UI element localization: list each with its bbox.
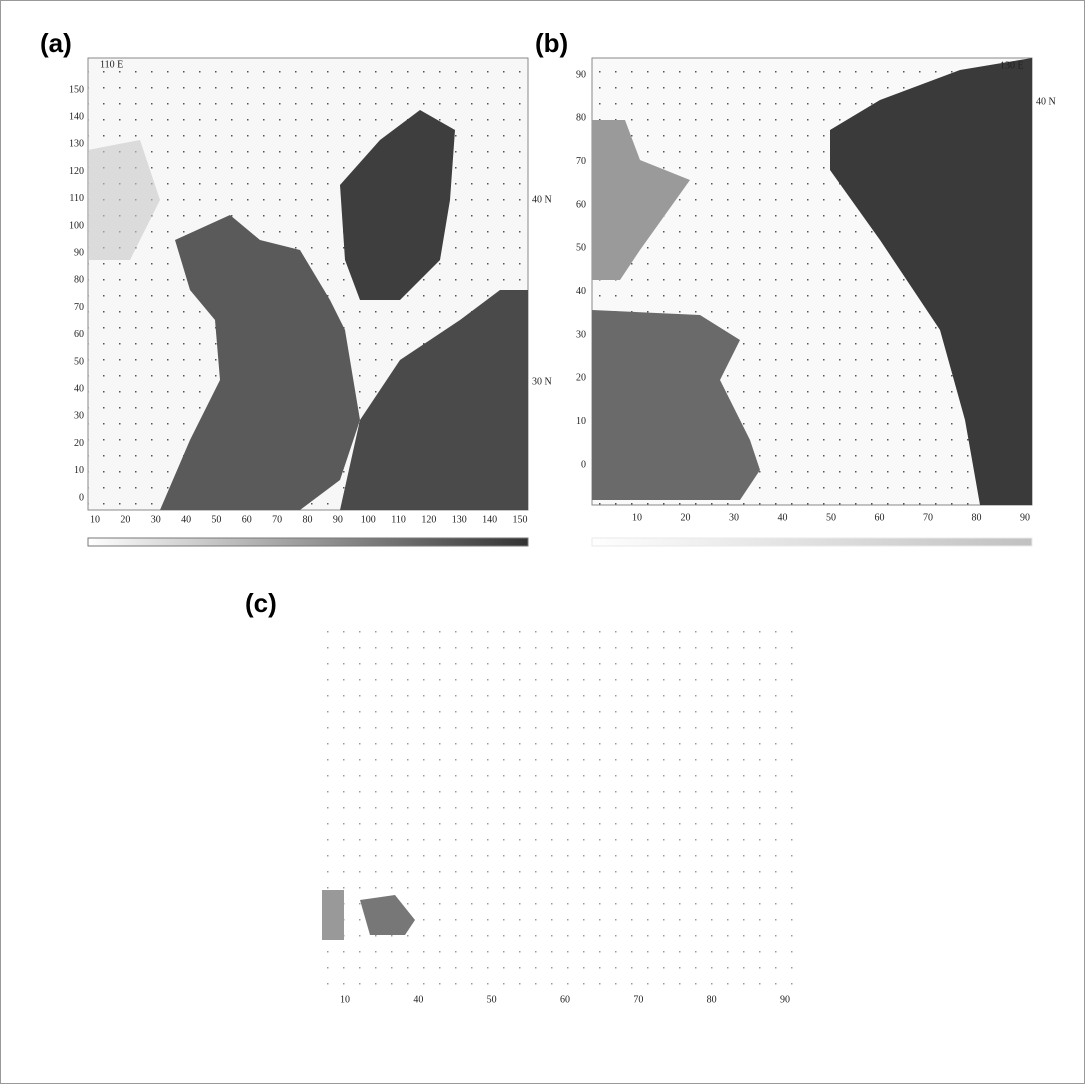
x-tick-label: 40	[778, 512, 788, 523]
y-tick-label: 70	[576, 156, 586, 167]
y-tick-label: 10	[74, 465, 84, 476]
x-tick-label: 50	[826, 512, 836, 523]
x-tick-label: 90	[780, 994, 790, 1005]
y-tick-label: 90	[576, 69, 586, 80]
x-tick-label: 20	[681, 512, 691, 523]
x-tick-label: 110	[391, 514, 406, 525]
map-c	[320, 620, 800, 990]
x-tick-label: 20	[120, 514, 130, 525]
y-tick-label: 80	[74, 275, 84, 286]
y-tick-label: 60	[576, 199, 586, 210]
y-tick-label: 40	[576, 286, 586, 297]
y-tick-label: 0	[581, 459, 586, 470]
y-tick-label: 150	[69, 84, 84, 95]
x-tick-label: 50	[211, 514, 221, 525]
x-tick-label: 90	[333, 514, 343, 525]
x-tick-label: 140	[482, 514, 497, 525]
x-tick-label: 80	[707, 994, 717, 1005]
y-tick-label: 80	[576, 113, 586, 124]
y-tick-label: 140	[69, 111, 84, 122]
x-tick-label: 70	[633, 994, 643, 1005]
x-tick-label: 40	[181, 514, 191, 525]
x-tick-label: 60	[875, 512, 885, 523]
x-tick-label: 60	[242, 514, 252, 525]
y-tick-label: 110	[69, 193, 84, 204]
y-tick-label: 0	[79, 492, 84, 503]
y-tick-label: 120	[69, 166, 84, 177]
y-tick-label: 70	[74, 302, 84, 313]
map-b	[592, 58, 1032, 546]
y-tick-label: 30	[576, 329, 586, 340]
x-tick-label: 80	[972, 512, 982, 523]
map-a	[88, 58, 528, 546]
x-tick-label: 80	[303, 514, 313, 525]
figure: (a)1020304050607080901001101201301401501…	[0, 0, 1085, 1084]
y-tick-label: 20	[74, 438, 84, 449]
x-tick-label: 150	[513, 514, 528, 525]
side-label: 40 N	[1036, 96, 1056, 107]
x-tick-label: 40	[413, 994, 423, 1005]
x-tick-label: 100	[361, 514, 376, 525]
x-tick-label: 10	[340, 994, 350, 1005]
y-tick-label: 130	[69, 139, 84, 150]
x-tick-label: 70	[272, 514, 282, 525]
x-tick-label: 10	[632, 512, 642, 523]
side-label: 30 N	[532, 376, 552, 387]
x-tick-label: 60	[560, 994, 570, 1005]
x-tick-label: 10	[90, 514, 100, 525]
panel-label: (a)	[40, 28, 72, 58]
x-tick-label: 90	[1020, 512, 1030, 523]
y-tick-label: 50	[74, 356, 84, 367]
top-label: 130 E	[1000, 60, 1024, 71]
y-tick-label: 10	[576, 416, 586, 427]
x-tick-label: 70	[923, 512, 933, 523]
y-tick-label: 60	[74, 329, 84, 340]
panel-label: (c)	[245, 588, 277, 618]
top-label: 110 E	[100, 59, 123, 70]
x-tick-label: 120	[421, 514, 436, 525]
x-tick-label: 30	[729, 512, 739, 523]
y-tick-label: 90	[74, 247, 84, 258]
x-tick-label: 50	[487, 994, 497, 1005]
y-tick-label: 100	[69, 220, 84, 231]
panel-label: (b)	[535, 28, 568, 58]
y-tick-label: 20	[576, 373, 586, 384]
y-tick-label: 40	[74, 383, 84, 394]
x-tick-label: 130	[452, 514, 467, 525]
side-label: 40 N	[532, 194, 552, 205]
y-tick-label: 50	[576, 243, 586, 254]
y-tick-label: 30	[74, 411, 84, 422]
x-tick-label: 30	[151, 514, 161, 525]
